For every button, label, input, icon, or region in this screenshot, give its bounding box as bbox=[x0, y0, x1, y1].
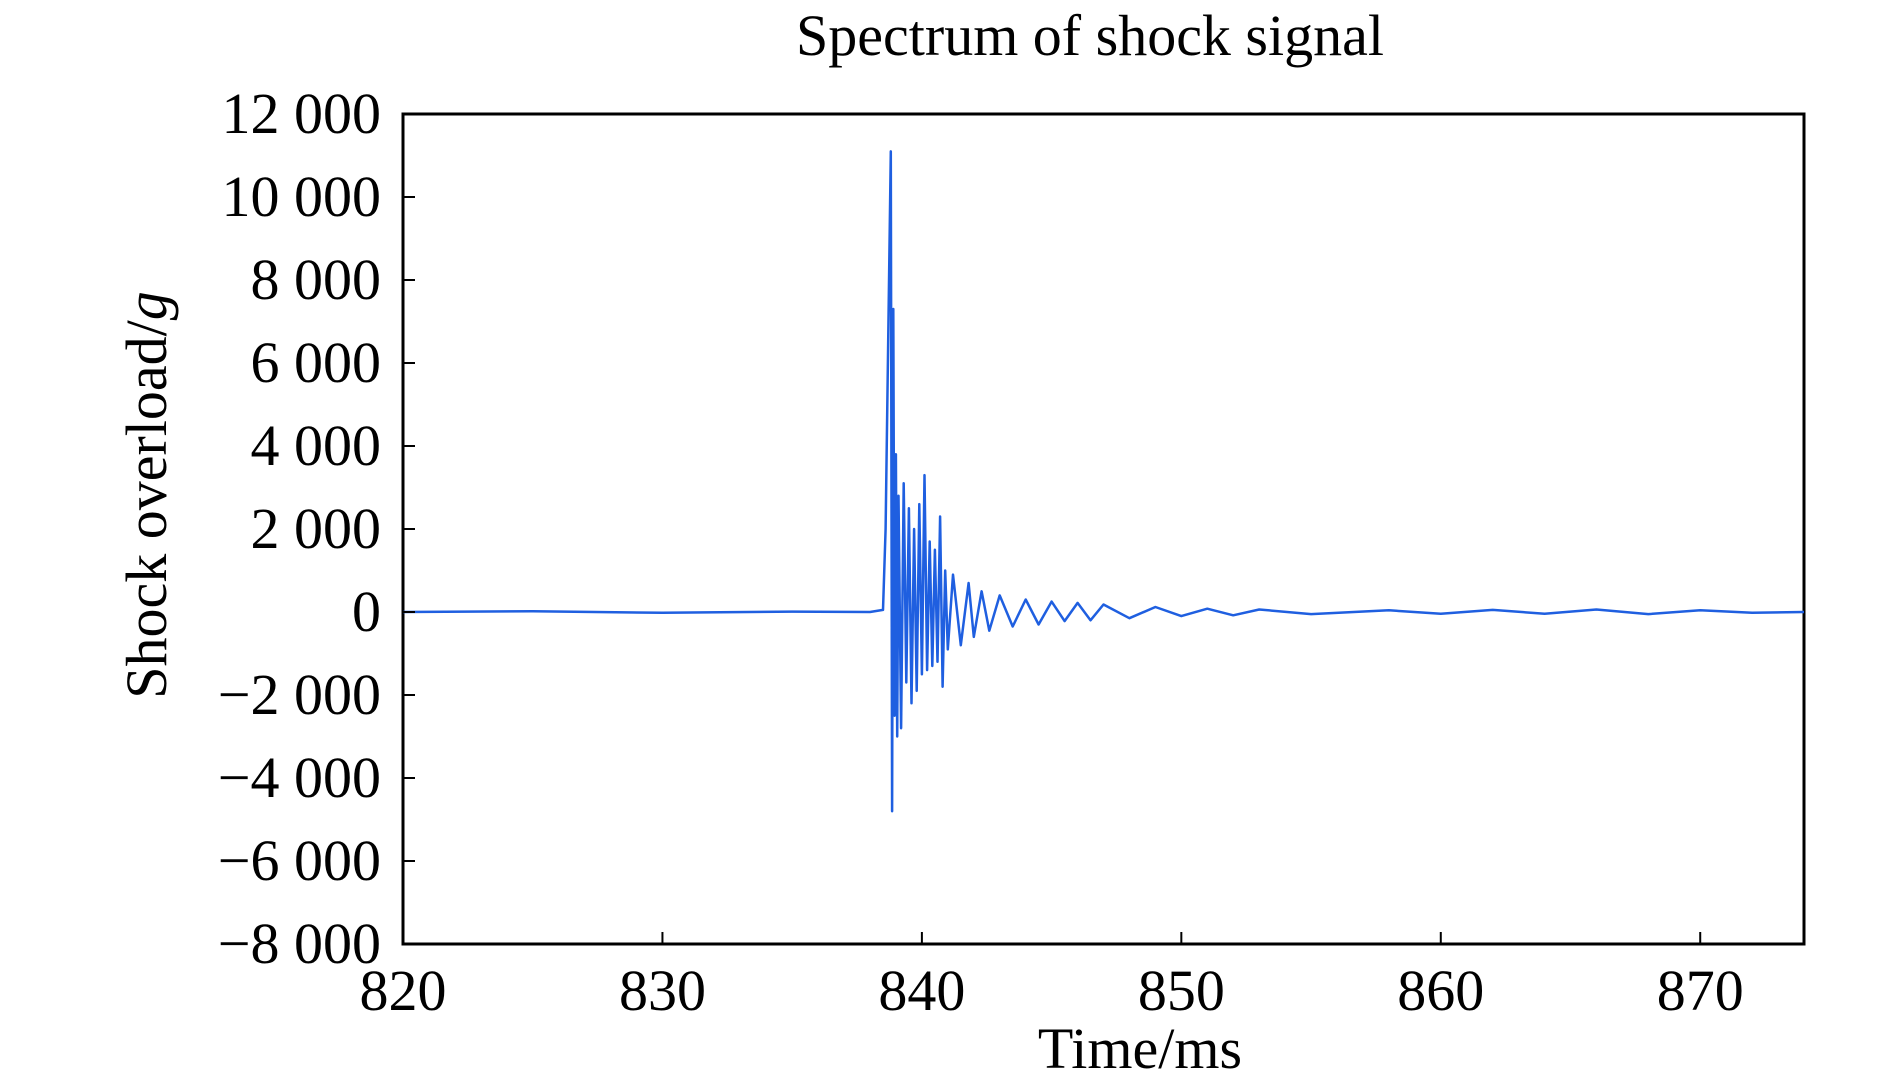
x-axis-ticks: 820 830 840 850 860 870 bbox=[360, 932, 1744, 1023]
y-tick-label: 12 000 bbox=[222, 81, 382, 146]
y-tick-label: −4 000 bbox=[218, 745, 381, 810]
series-line-0 bbox=[402, 150, 1805, 813]
x-tick-label: 870 bbox=[1657, 958, 1744, 1023]
y-axis-title: Shock overload/g bbox=[114, 291, 179, 699]
plot-frame bbox=[401, 112, 1806, 946]
y-axis-title-main: Shock overload/ bbox=[114, 319, 179, 698]
svg-text:Shock overload/g: Shock overload/g bbox=[114, 291, 179, 699]
y-tick-label: 10 000 bbox=[222, 164, 382, 229]
x-tick-label: 850 bbox=[1138, 958, 1225, 1023]
x-tick-label: 830 bbox=[619, 958, 706, 1023]
y-tick-label: −6 000 bbox=[218, 828, 381, 893]
plot-area bbox=[401, 112, 1806, 946]
y-tick-label: 0 bbox=[352, 579, 381, 644]
y-tick-label: −2 000 bbox=[218, 662, 381, 727]
x-tick-label: 860 bbox=[1397, 958, 1484, 1023]
x-tick-label: 840 bbox=[878, 958, 965, 1023]
x-axis-title: Time/ms bbox=[1038, 1016, 1242, 1079]
y-axis-title-unit: g bbox=[114, 291, 179, 320]
y-tick-label: 6 000 bbox=[251, 330, 382, 395]
y-tick-label: 4 000 bbox=[251, 413, 382, 478]
y-tick-label: 2 000 bbox=[251, 496, 382, 561]
y-tick-label: 8 000 bbox=[251, 247, 382, 312]
y-axis-ticks: 12 000 10 000 8 000 6 000 4 000 2 000 0 −2 000 −… bbox=[218, 81, 415, 976]
chart-title: Spectrum of shock signal bbox=[796, 3, 1384, 68]
x-tick-label: 820 bbox=[360, 958, 447, 1023]
y-tick-label: −8 000 bbox=[218, 911, 381, 976]
